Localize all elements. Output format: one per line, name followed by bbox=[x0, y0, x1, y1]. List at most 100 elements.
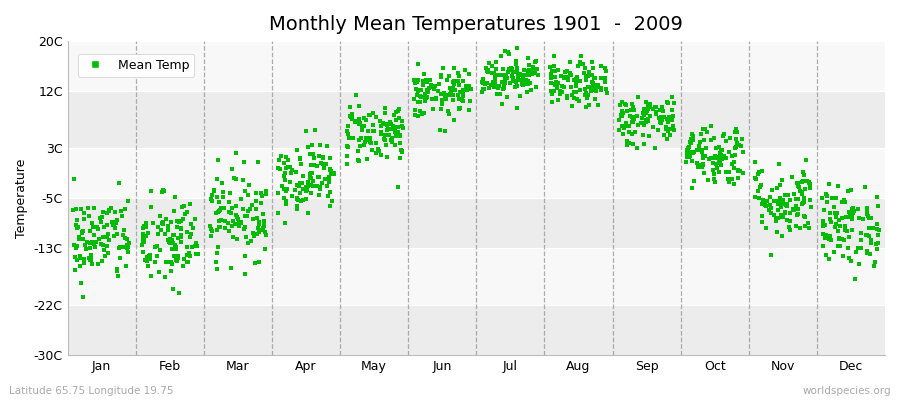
Point bbox=[777, 214, 791, 221]
Point bbox=[256, 217, 271, 224]
Point bbox=[566, 88, 580, 95]
Point bbox=[852, 261, 867, 267]
Point bbox=[790, 212, 805, 218]
Point bbox=[649, 104, 663, 110]
Point bbox=[362, 135, 376, 142]
Point bbox=[489, 72, 503, 78]
Point bbox=[804, 203, 818, 210]
Point bbox=[585, 59, 599, 66]
Point bbox=[392, 108, 406, 114]
Point bbox=[685, 137, 699, 143]
Point bbox=[799, 157, 814, 163]
Point bbox=[612, 117, 626, 123]
Point bbox=[418, 94, 432, 101]
Point bbox=[170, 218, 184, 224]
Point bbox=[580, 94, 594, 100]
Point bbox=[868, 259, 882, 265]
Point bbox=[816, 230, 831, 237]
Point bbox=[841, 245, 855, 252]
Point bbox=[374, 129, 388, 135]
Point bbox=[307, 162, 321, 168]
Point bbox=[210, 226, 224, 233]
Point bbox=[728, 152, 742, 158]
Point bbox=[759, 198, 773, 204]
Point bbox=[547, 68, 562, 74]
Point bbox=[686, 132, 700, 139]
Point bbox=[693, 130, 707, 137]
Point bbox=[510, 67, 525, 74]
Point bbox=[778, 201, 793, 208]
Point bbox=[412, 108, 427, 114]
Point bbox=[327, 170, 341, 176]
Point bbox=[820, 199, 834, 206]
Point bbox=[74, 280, 88, 287]
Point bbox=[848, 276, 862, 282]
Point bbox=[802, 180, 816, 187]
Point bbox=[802, 179, 816, 186]
Point bbox=[861, 232, 876, 239]
Point bbox=[302, 178, 316, 185]
Point bbox=[301, 144, 315, 150]
Point bbox=[84, 255, 98, 262]
Point bbox=[696, 161, 710, 168]
Point bbox=[834, 215, 849, 221]
Point bbox=[713, 160, 727, 166]
Point bbox=[84, 252, 98, 259]
Point bbox=[724, 160, 739, 167]
Point bbox=[288, 187, 302, 193]
Point bbox=[392, 155, 407, 161]
Point bbox=[174, 226, 188, 232]
Point bbox=[502, 50, 517, 57]
Point bbox=[205, 228, 220, 234]
Point bbox=[645, 124, 660, 130]
Point bbox=[454, 88, 468, 95]
Point bbox=[351, 148, 365, 155]
Point bbox=[681, 145, 696, 152]
Point bbox=[698, 145, 713, 152]
Point bbox=[722, 168, 736, 175]
Point bbox=[167, 208, 182, 214]
Point bbox=[714, 151, 728, 158]
Point bbox=[657, 132, 671, 138]
Point bbox=[169, 257, 184, 264]
Point bbox=[762, 202, 777, 208]
Point bbox=[100, 242, 114, 249]
Point bbox=[665, 123, 680, 130]
Point bbox=[637, 141, 652, 147]
Point bbox=[356, 122, 371, 129]
Point bbox=[499, 72, 513, 78]
Point bbox=[618, 120, 633, 126]
Point bbox=[95, 258, 110, 264]
Point bbox=[236, 177, 250, 184]
Point bbox=[290, 195, 304, 201]
Point bbox=[363, 135, 377, 141]
Point bbox=[681, 144, 696, 150]
Point bbox=[412, 92, 427, 99]
Point bbox=[708, 154, 723, 161]
Point bbox=[823, 236, 837, 242]
Point bbox=[140, 229, 155, 236]
Point bbox=[410, 92, 424, 98]
Point bbox=[637, 106, 652, 112]
Point bbox=[361, 128, 375, 135]
Point bbox=[502, 67, 517, 73]
Point bbox=[521, 54, 535, 61]
Point bbox=[452, 73, 466, 79]
Point bbox=[169, 244, 184, 250]
Point bbox=[252, 229, 266, 235]
Point bbox=[695, 149, 709, 155]
Point bbox=[82, 213, 96, 219]
Point bbox=[573, 61, 588, 67]
Point bbox=[292, 183, 307, 190]
Point bbox=[366, 127, 381, 134]
Point bbox=[392, 140, 407, 146]
Point bbox=[170, 258, 184, 264]
Point bbox=[870, 226, 885, 232]
Point bbox=[434, 105, 448, 112]
Point bbox=[418, 94, 433, 101]
Point bbox=[816, 218, 831, 224]
Point bbox=[74, 206, 88, 212]
Point bbox=[724, 176, 739, 182]
Point bbox=[625, 114, 639, 120]
Point bbox=[685, 158, 699, 164]
